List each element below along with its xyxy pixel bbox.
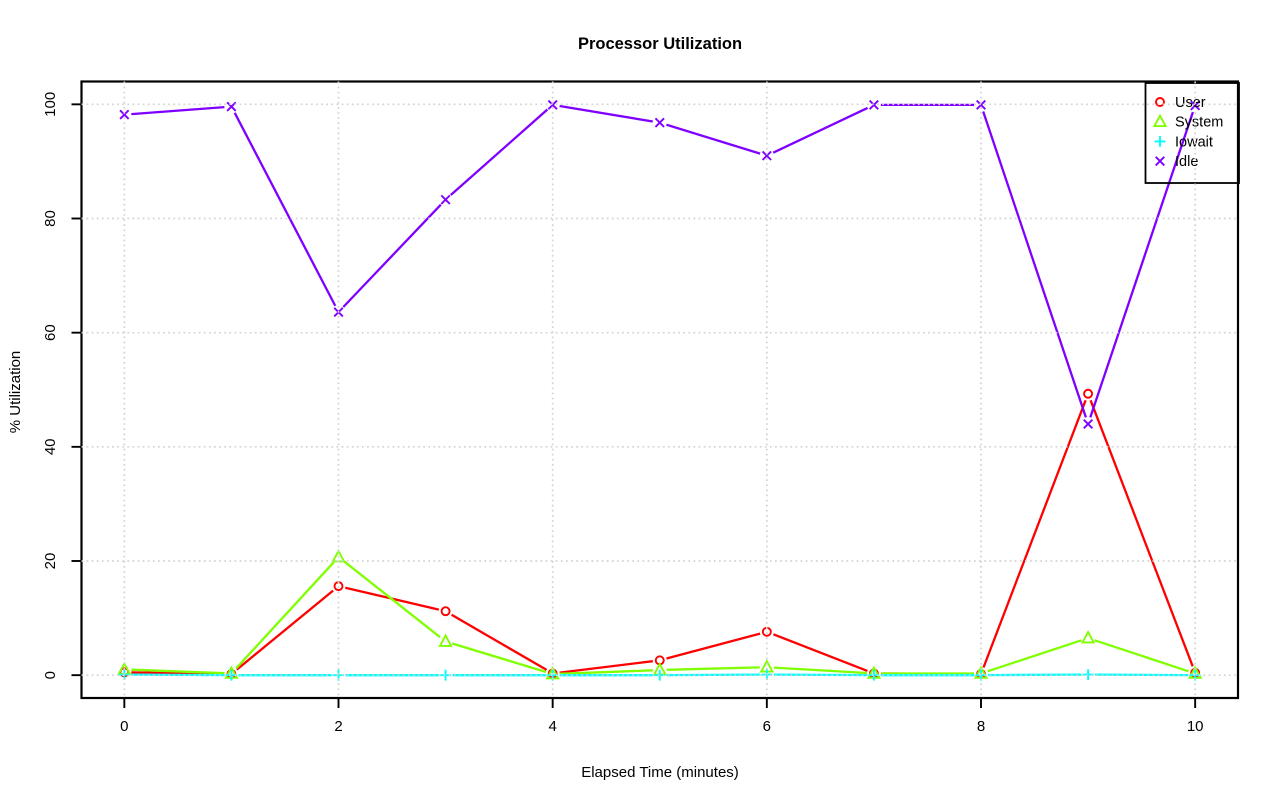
x-tick-label: 4 (548, 718, 556, 735)
marker-idle-5 (654, 117, 665, 128)
marker-idle-3 (440, 194, 451, 205)
series-line-iowait (131, 673, 1189, 677)
x-tick-label: 6 (763, 718, 771, 735)
series-iowait (118, 669, 1201, 681)
marker-idle-0 (119, 109, 130, 120)
series-line-system (131, 560, 1189, 675)
legend-marker-system (1152, 113, 1168, 128)
y-tick-label: 0 (42, 671, 59, 679)
legend-label-user: User (1175, 95, 1206, 111)
legend-marker-idle (1155, 156, 1165, 167)
grid-layer (81, 81, 1238, 698)
x-tick-label: 2 (334, 718, 342, 735)
legend-marker-user (1155, 97, 1165, 107)
legend-box (1144, 82, 1240, 184)
x-axis-label: Elapsed Time (minutes) (581, 764, 739, 781)
marker-idle-9 (1083, 419, 1094, 429)
marker-idle-8 (976, 99, 986, 110)
y-tick-label: 60 (42, 324, 59, 341)
y-tick-label: 100 (42, 92, 59, 117)
legend: User System Iowait Idle (1144, 82, 1240, 184)
y-axis-label: % Utilization (7, 351, 24, 434)
plot-frame-layer (80, 80, 1240, 700)
legend-label-idle: Idle (1175, 154, 1198, 170)
x-tick-label: 8 (977, 718, 985, 735)
marker-user-9 (1083, 388, 1094, 399)
marker-idle-7 (868, 99, 879, 110)
plot-frame (80, 80, 1240, 700)
marker-user-3 (440, 606, 451, 617)
marker-idle-4 (547, 99, 558, 110)
legend-marker-iowait (1154, 136, 1166, 147)
x-tick-label: 10 (1187, 718, 1204, 735)
x-tick-label: 0 (120, 718, 128, 735)
series-line-idle (131, 103, 1194, 418)
marker-idle-1 (226, 101, 237, 112)
series-idle (119, 99, 1201, 429)
y-tick-label: 20 (42, 553, 59, 570)
marker-idle-10 (1190, 100, 1201, 111)
y-tick-label: 40 (42, 438, 59, 455)
marker-system-3 (438, 633, 453, 647)
legend-label-iowait: Iowait (1175, 134, 1213, 150)
legend-label-system: System (1175, 115, 1223, 131)
chart-title: Processor Utilization (578, 35, 742, 53)
y-tick-label: 80 (42, 210, 59, 227)
marker-idle-6 (761, 150, 772, 161)
marker-system-9 (1080, 630, 1096, 644)
